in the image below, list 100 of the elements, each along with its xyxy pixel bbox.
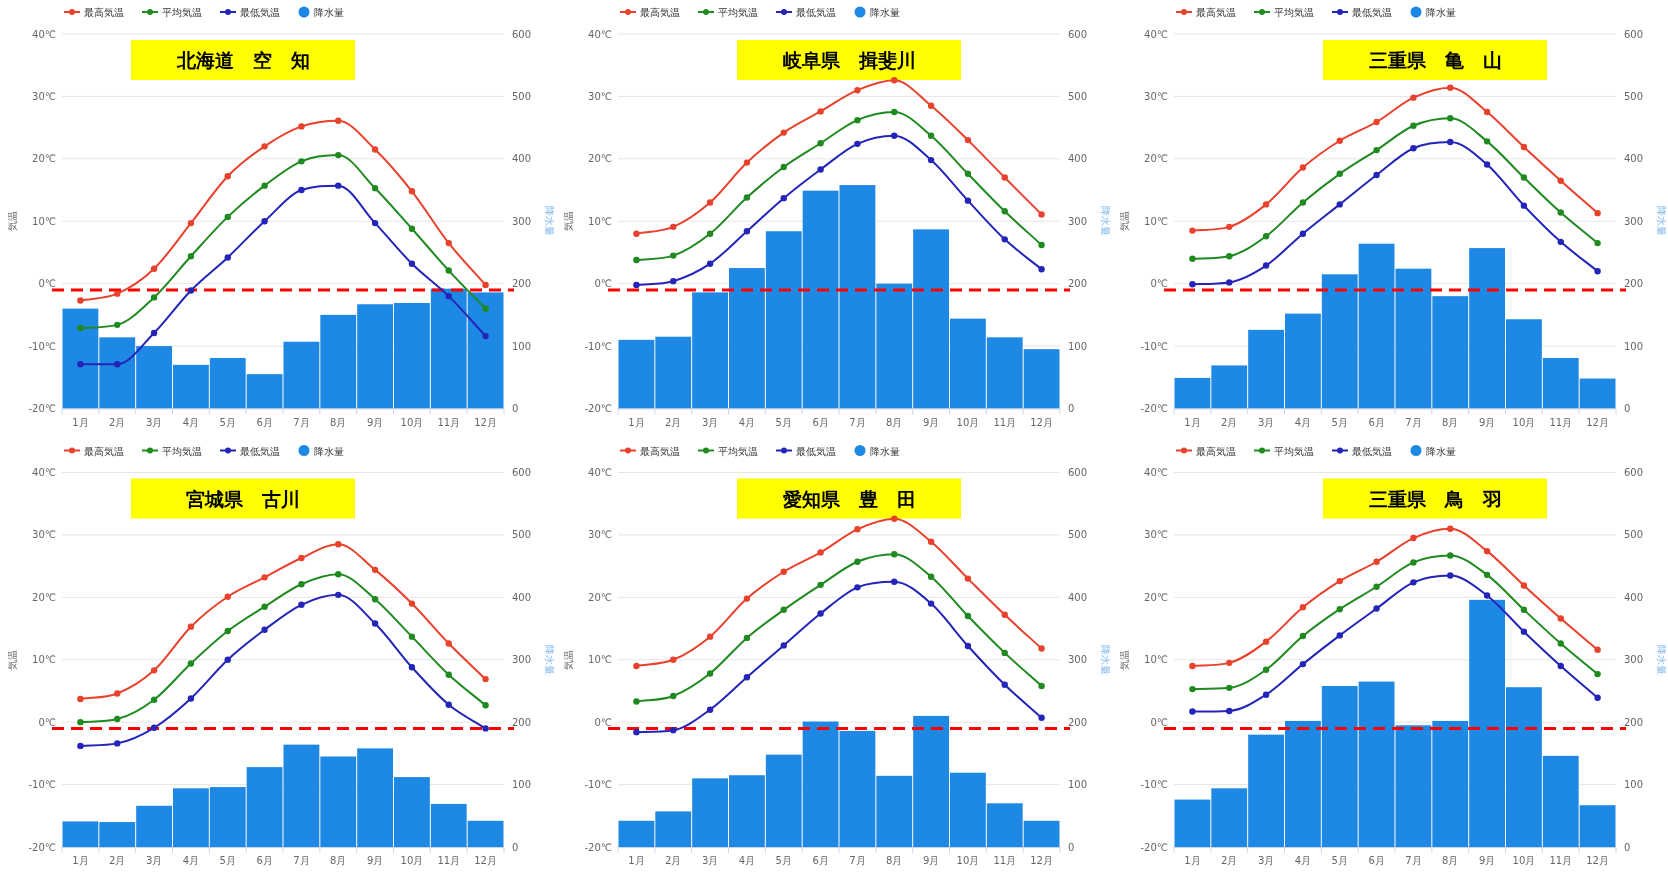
point: [1226, 279, 1233, 286]
point: [1373, 605, 1380, 612]
y2-tick-label: 300: [512, 215, 532, 227]
point: [633, 230, 640, 237]
point: [224, 254, 231, 261]
point: [482, 332, 489, 340]
x-tick-label: 8月: [330, 416, 347, 428]
legend-label: 最高気温: [640, 7, 680, 18]
x-tick-label: 10月: [956, 855, 980, 866]
y-tick-label: -20℃: [584, 403, 612, 414]
y2-tick-label: 300: [1068, 654, 1088, 666]
x-tick-label: 3月: [145, 855, 163, 866]
point: [1038, 714, 1045, 721]
y-tick-label: 30℃: [588, 90, 612, 102]
point: [1410, 559, 1417, 566]
legend-label: 降水量: [1426, 445, 1456, 457]
point: [150, 294, 158, 301]
point: [891, 551, 898, 558]
point: [1447, 115, 1454, 122]
point: [670, 692, 677, 700]
x-tick-label: 9月: [1478, 855, 1496, 866]
point: [891, 578, 898, 585]
point: [261, 626, 268, 633]
point: [1038, 241, 1045, 249]
y-tick-label: 30℃: [588, 529, 612, 541]
point: [743, 159, 751, 166]
y2-tick-label: 400: [1624, 591, 1644, 603]
point: [1001, 236, 1008, 243]
point: [780, 606, 787, 614]
point: [371, 620, 379, 627]
point: [927, 600, 935, 607]
x-tick-label: 6月: [812, 855, 829, 866]
point: [964, 612, 972, 620]
point: [187, 660, 195, 667]
point: [371, 146, 379, 153]
point: [1410, 145, 1417, 152]
y-tick-label: 40℃: [588, 28, 612, 40]
point: [743, 228, 751, 235]
legend-label: 平均気温: [162, 7, 202, 18]
point: [150, 265, 158, 272]
point: [1189, 708, 1196, 715]
x-tick-label: 1月: [1184, 855, 1201, 866]
x-tick-label: 11月: [993, 416, 1017, 428]
point: [1299, 164, 1307, 171]
x-tick-label: 5月: [775, 416, 792, 428]
x-tick-label: 8月: [1442, 855, 1459, 866]
legend-label: 降水量: [870, 7, 900, 18]
legend-label: 最低気温: [240, 7, 280, 18]
point: [114, 321, 121, 329]
point: [633, 281, 640, 289]
y2-axis-title: 降水量: [544, 206, 555, 237]
x-tick-label: 11月: [437, 416, 461, 428]
point: [1262, 262, 1270, 269]
point: [1299, 230, 1307, 237]
point: [187, 287, 195, 294]
y-tick-label: 20℃: [32, 591, 56, 603]
point: [706, 260, 714, 267]
y-tick-label: 0℃: [38, 716, 56, 728]
point: [298, 581, 305, 588]
y2-tick-label: 200: [1068, 716, 1088, 728]
point: [670, 277, 677, 285]
point: [114, 360, 121, 368]
point: [298, 186, 305, 194]
point: [77, 360, 84, 368]
y2-tick-label: 200: [1624, 716, 1644, 728]
point: [1001, 681, 1008, 688]
point: [1262, 666, 1270, 673]
y-tick-label: 10℃: [588, 215, 612, 227]
x-tick-label: 9月: [366, 855, 384, 866]
x-tick-label: 9月: [922, 855, 940, 866]
x-tick-label: 10月: [400, 855, 424, 866]
y-tick-label: 20℃: [588, 591, 612, 603]
x-tick-label: 3月: [701, 416, 719, 428]
x-tick-label: 4月: [1294, 416, 1312, 428]
y2-tick-label: 100: [512, 340, 532, 352]
x-tick-label: 10月: [1512, 416, 1536, 428]
point: [335, 117, 342, 124]
y-tick-label: 10℃: [32, 654, 56, 666]
point: [1226, 659, 1233, 667]
point: [482, 281, 489, 289]
y-tick-label: 0℃: [594, 716, 612, 728]
point: [891, 108, 898, 116]
point: [1373, 118, 1380, 126]
point: [224, 627, 231, 635]
x-tick-label: 8月: [886, 416, 903, 428]
legend-label: 平均気温: [162, 445, 202, 457]
point: [1520, 628, 1528, 635]
y2-tick-label: 0: [1068, 403, 1075, 414]
point: [1001, 649, 1008, 657]
point: [670, 223, 677, 231]
y-tick-label: -20℃: [1140, 403, 1168, 414]
y-tick-label: 30℃: [1144, 90, 1168, 102]
point: [1038, 211, 1045, 218]
point: [482, 305, 489, 312]
point: [261, 182, 268, 189]
point: [1483, 108, 1491, 116]
x-tick-label: 7月: [1405, 855, 1422, 866]
point: [371, 219, 379, 227]
point: [817, 108, 824, 115]
point: [1336, 137, 1343, 144]
